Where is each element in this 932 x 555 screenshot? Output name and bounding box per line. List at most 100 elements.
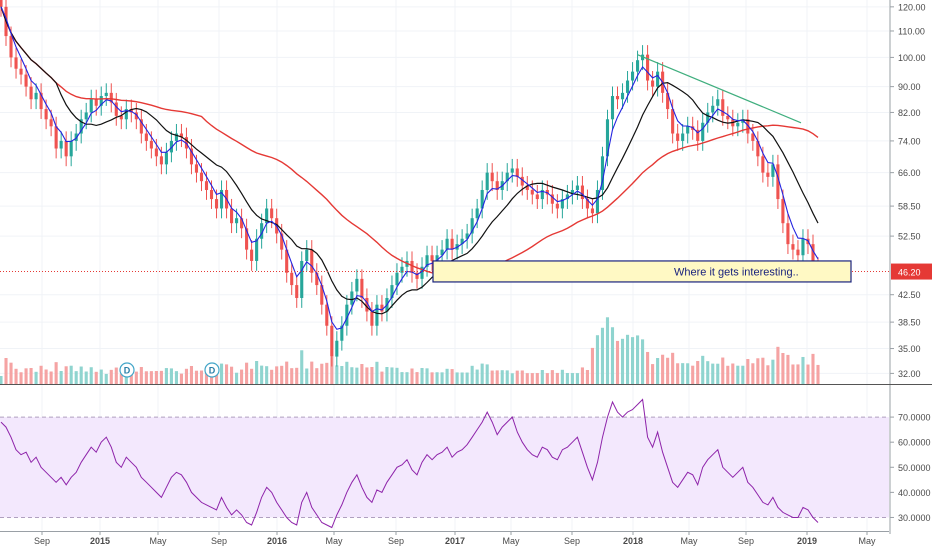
volume-bar	[706, 361, 710, 384]
candle-body	[445, 238, 449, 250]
ma-50-line	[0, 6, 819, 315]
candle-body	[214, 199, 219, 209]
candle-body	[796, 249, 800, 256]
candle-body	[646, 54, 650, 81]
candle-body	[380, 304, 384, 312]
dividend-marker	[119, 362, 135, 378]
candle-body	[59, 140, 63, 149]
candle-body	[600, 156, 605, 190]
time-tick-label: May	[502, 536, 520, 546]
volume-bar	[736, 365, 740, 384]
volume-bar	[174, 371, 178, 384]
volume-bar	[260, 365, 264, 384]
volume-bar	[74, 371, 78, 384]
volume-bar	[370, 367, 374, 384]
volume-bar	[580, 367, 584, 384]
volume-bar	[129, 373, 133, 384]
candle-body	[49, 119, 53, 127]
volume-bar	[691, 365, 695, 384]
volume-bar	[134, 371, 138, 384]
candle-body	[641, 54, 645, 61]
volume-bar	[520, 370, 524, 384]
candle-body	[415, 272, 419, 279]
price-tick-label: 58.50	[898, 202, 921, 212]
volume-bar	[350, 367, 354, 384]
candle-body	[189, 148, 194, 165]
volume-bar	[711, 363, 715, 384]
rsi-tick-label: 70.0000	[898, 413, 931, 423]
candle-body	[430, 255, 434, 261]
time-tick-label: 2017	[445, 536, 465, 546]
candle-body	[99, 96, 103, 106]
time-tick-label: 2019	[797, 536, 817, 546]
candle-body	[219, 189, 224, 209]
volume-bar	[425, 368, 429, 384]
volume-bar	[265, 366, 269, 384]
volume-bar	[440, 372, 444, 384]
volume-bar	[666, 357, 670, 384]
candle-body	[801, 238, 805, 256]
volume-bar	[565, 373, 569, 384]
volume-bar	[500, 370, 504, 384]
candle-body	[79, 119, 83, 134]
candle-body	[620, 92, 625, 100]
candle-body	[39, 92, 43, 110]
candle-body	[716, 99, 720, 106]
candles	[0, 0, 820, 367]
price-tick-label: 66.00	[898, 168, 921, 178]
volume-bar	[149, 371, 153, 384]
volume-bar	[771, 359, 775, 384]
volume-bar	[460, 372, 464, 384]
candle-body	[325, 304, 329, 326]
volume-bar	[450, 369, 454, 384]
volume-bar	[400, 372, 404, 384]
volume-bar	[620, 338, 625, 384]
volume-bar	[485, 364, 489, 384]
candle-body	[209, 189, 214, 200]
volume-bar	[781, 353, 785, 384]
candle-body	[159, 156, 163, 165]
volume-bar	[545, 373, 549, 384]
candle-body	[771, 164, 775, 177]
candle-body	[340, 325, 344, 341]
candle-body	[204, 181, 209, 190]
volume-bar	[600, 327, 605, 384]
volume-bar	[756, 358, 760, 384]
rsi-panel	[0, 398, 889, 529]
volume-bar	[230, 366, 234, 384]
candle-body	[495, 181, 499, 190]
volume-bar	[796, 364, 800, 384]
volume-bar	[540, 370, 544, 384]
candle-body	[375, 304, 379, 326]
volume-bar	[34, 371, 38, 384]
candle-body	[44, 109, 48, 120]
volume-bar	[154, 371, 158, 384]
volume-bar	[625, 334, 630, 384]
volume-bar	[726, 365, 730, 384]
candle-body	[711, 105, 715, 113]
candle-body	[736, 122, 740, 127]
candle-body	[505, 172, 509, 182]
candle-body	[560, 199, 564, 209]
volume-bar	[641, 339, 645, 384]
candle-body	[595, 189, 600, 214]
axes	[0, 0, 932, 535]
time-tick-label: Sep	[738, 536, 754, 546]
price-tick-label: 120.00	[898, 2, 926, 12]
candle-body	[480, 189, 484, 209]
volume-bar	[410, 368, 414, 384]
candle-body	[766, 172, 770, 177]
volume-bar	[69, 365, 73, 384]
volume-bar	[375, 361, 379, 384]
candle-body	[149, 140, 153, 149]
rsi-tick-label: 30.0000	[898, 513, 931, 523]
candle-body	[580, 185, 584, 200]
candle-body	[355, 278, 359, 292]
overlays	[0, 54, 932, 378]
volume-bar	[204, 370, 209, 384]
volume-bar	[275, 366, 279, 384]
volume-bar	[550, 370, 554, 384]
volume-bar	[385, 367, 389, 384]
candle-body	[109, 92, 113, 103]
